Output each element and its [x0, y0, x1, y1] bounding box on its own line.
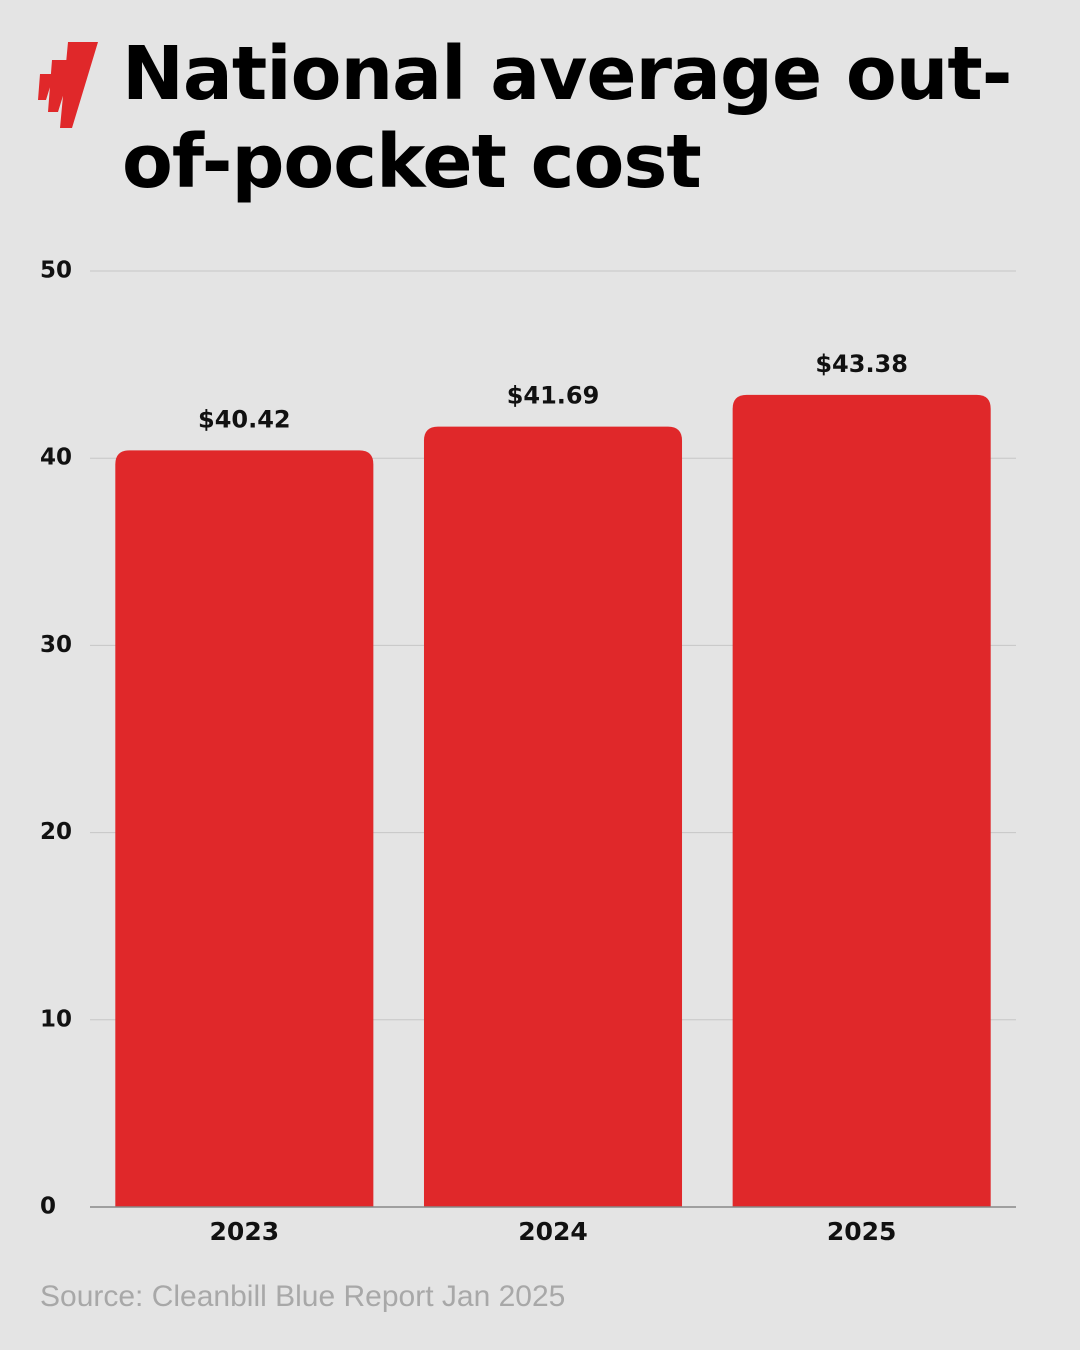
- value-label: $43.38: [815, 350, 908, 378]
- y-tick-label: 20: [40, 819, 72, 845]
- source-note: Source: Cleanbill Blue Report Jan 2025: [40, 1280, 566, 1313]
- x-tick-label: 2024: [518, 1217, 588, 1246]
- y-tick-label: 40: [40, 445, 72, 471]
- value-label: $40.42: [198, 405, 291, 433]
- value-label: $41.69: [507, 382, 600, 410]
- y-tick-label: 50: [40, 258, 72, 284]
- bar: [423, 426, 683, 1207]
- chart-title: National average out-of-pocket cost: [122, 31, 1013, 205]
- x-tick-label: 2025: [827, 1217, 897, 1246]
- logo: [38, 42, 98, 128]
- bar: [115, 450, 374, 1207]
- x-tick-label: 2023: [210, 1217, 280, 1246]
- bar: [732, 394, 991, 1207]
- y-tick-label: 10: [40, 1006, 72, 1032]
- y-tick-label: 0: [40, 1194, 56, 1220]
- y-tick-label: 30: [40, 632, 72, 658]
